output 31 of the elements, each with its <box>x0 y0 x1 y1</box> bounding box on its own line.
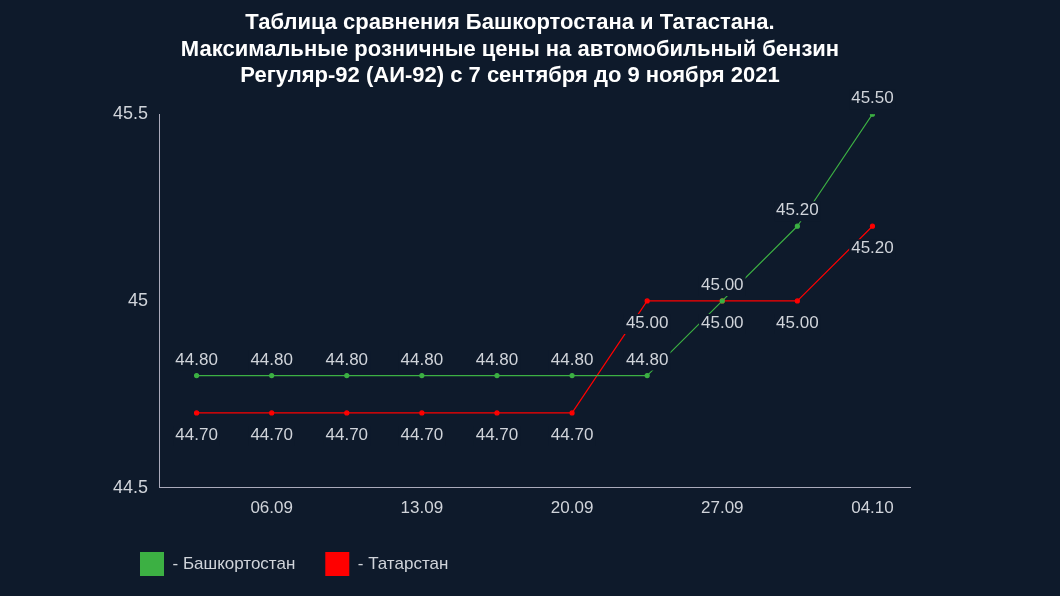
x-tick-label: 13.09 <box>400 498 444 518</box>
legend-label: - Татарстан <box>357 553 449 573</box>
x-tick-label: 04.10 <box>851 498 894 518</box>
x-tick-label: 06.09 <box>250 498 293 518</box>
chart-title: Таблица сравнения Башкортостана и Татастана. Максимальные розничные цены на автомобильный бензин Регуляр-92 (АИ-92) с 7 сентября до 9 ноября 2021 <box>180 9 840 88</box>
data-label: 44.80 <box>625 349 669 369</box>
data-label: 45.00 <box>700 313 744 333</box>
data-label: 45.00 <box>776 313 819 333</box>
y-tick-label: 45.5 <box>112 103 149 124</box>
data-label: 44.80 <box>175 349 218 369</box>
data-label: 44.70 <box>400 425 444 445</box>
x-tick-label: 27.09 <box>700 498 744 518</box>
y-tick-label: 44.5 <box>112 476 149 497</box>
data-label: 45.50 <box>851 88 894 108</box>
data-label: 44.70 <box>550 425 594 445</box>
data-label: 44.80 <box>250 349 293 369</box>
x-tick-label: 20.09 <box>550 498 594 518</box>
y-tick-label: 45 <box>128 289 149 310</box>
legend-label: - Башкортостан <box>172 553 296 573</box>
data-label: 44.80 <box>325 349 369 369</box>
data-label: 45.00 <box>625 313 669 333</box>
data-label: 45.00 <box>700 275 744 295</box>
data-label: 45.20 <box>776 200 819 220</box>
data-label: 44.80 <box>550 349 594 369</box>
data-label: 44.70 <box>175 425 218 445</box>
data-label: 44.70 <box>250 425 293 445</box>
data-label: 45.20 <box>851 238 894 258</box>
data-label: 44.70 <box>325 425 369 445</box>
data-label: 44.70 <box>475 425 519 445</box>
data-label: 44.80 <box>475 349 519 369</box>
data-label: 44.80 <box>400 349 444 369</box>
